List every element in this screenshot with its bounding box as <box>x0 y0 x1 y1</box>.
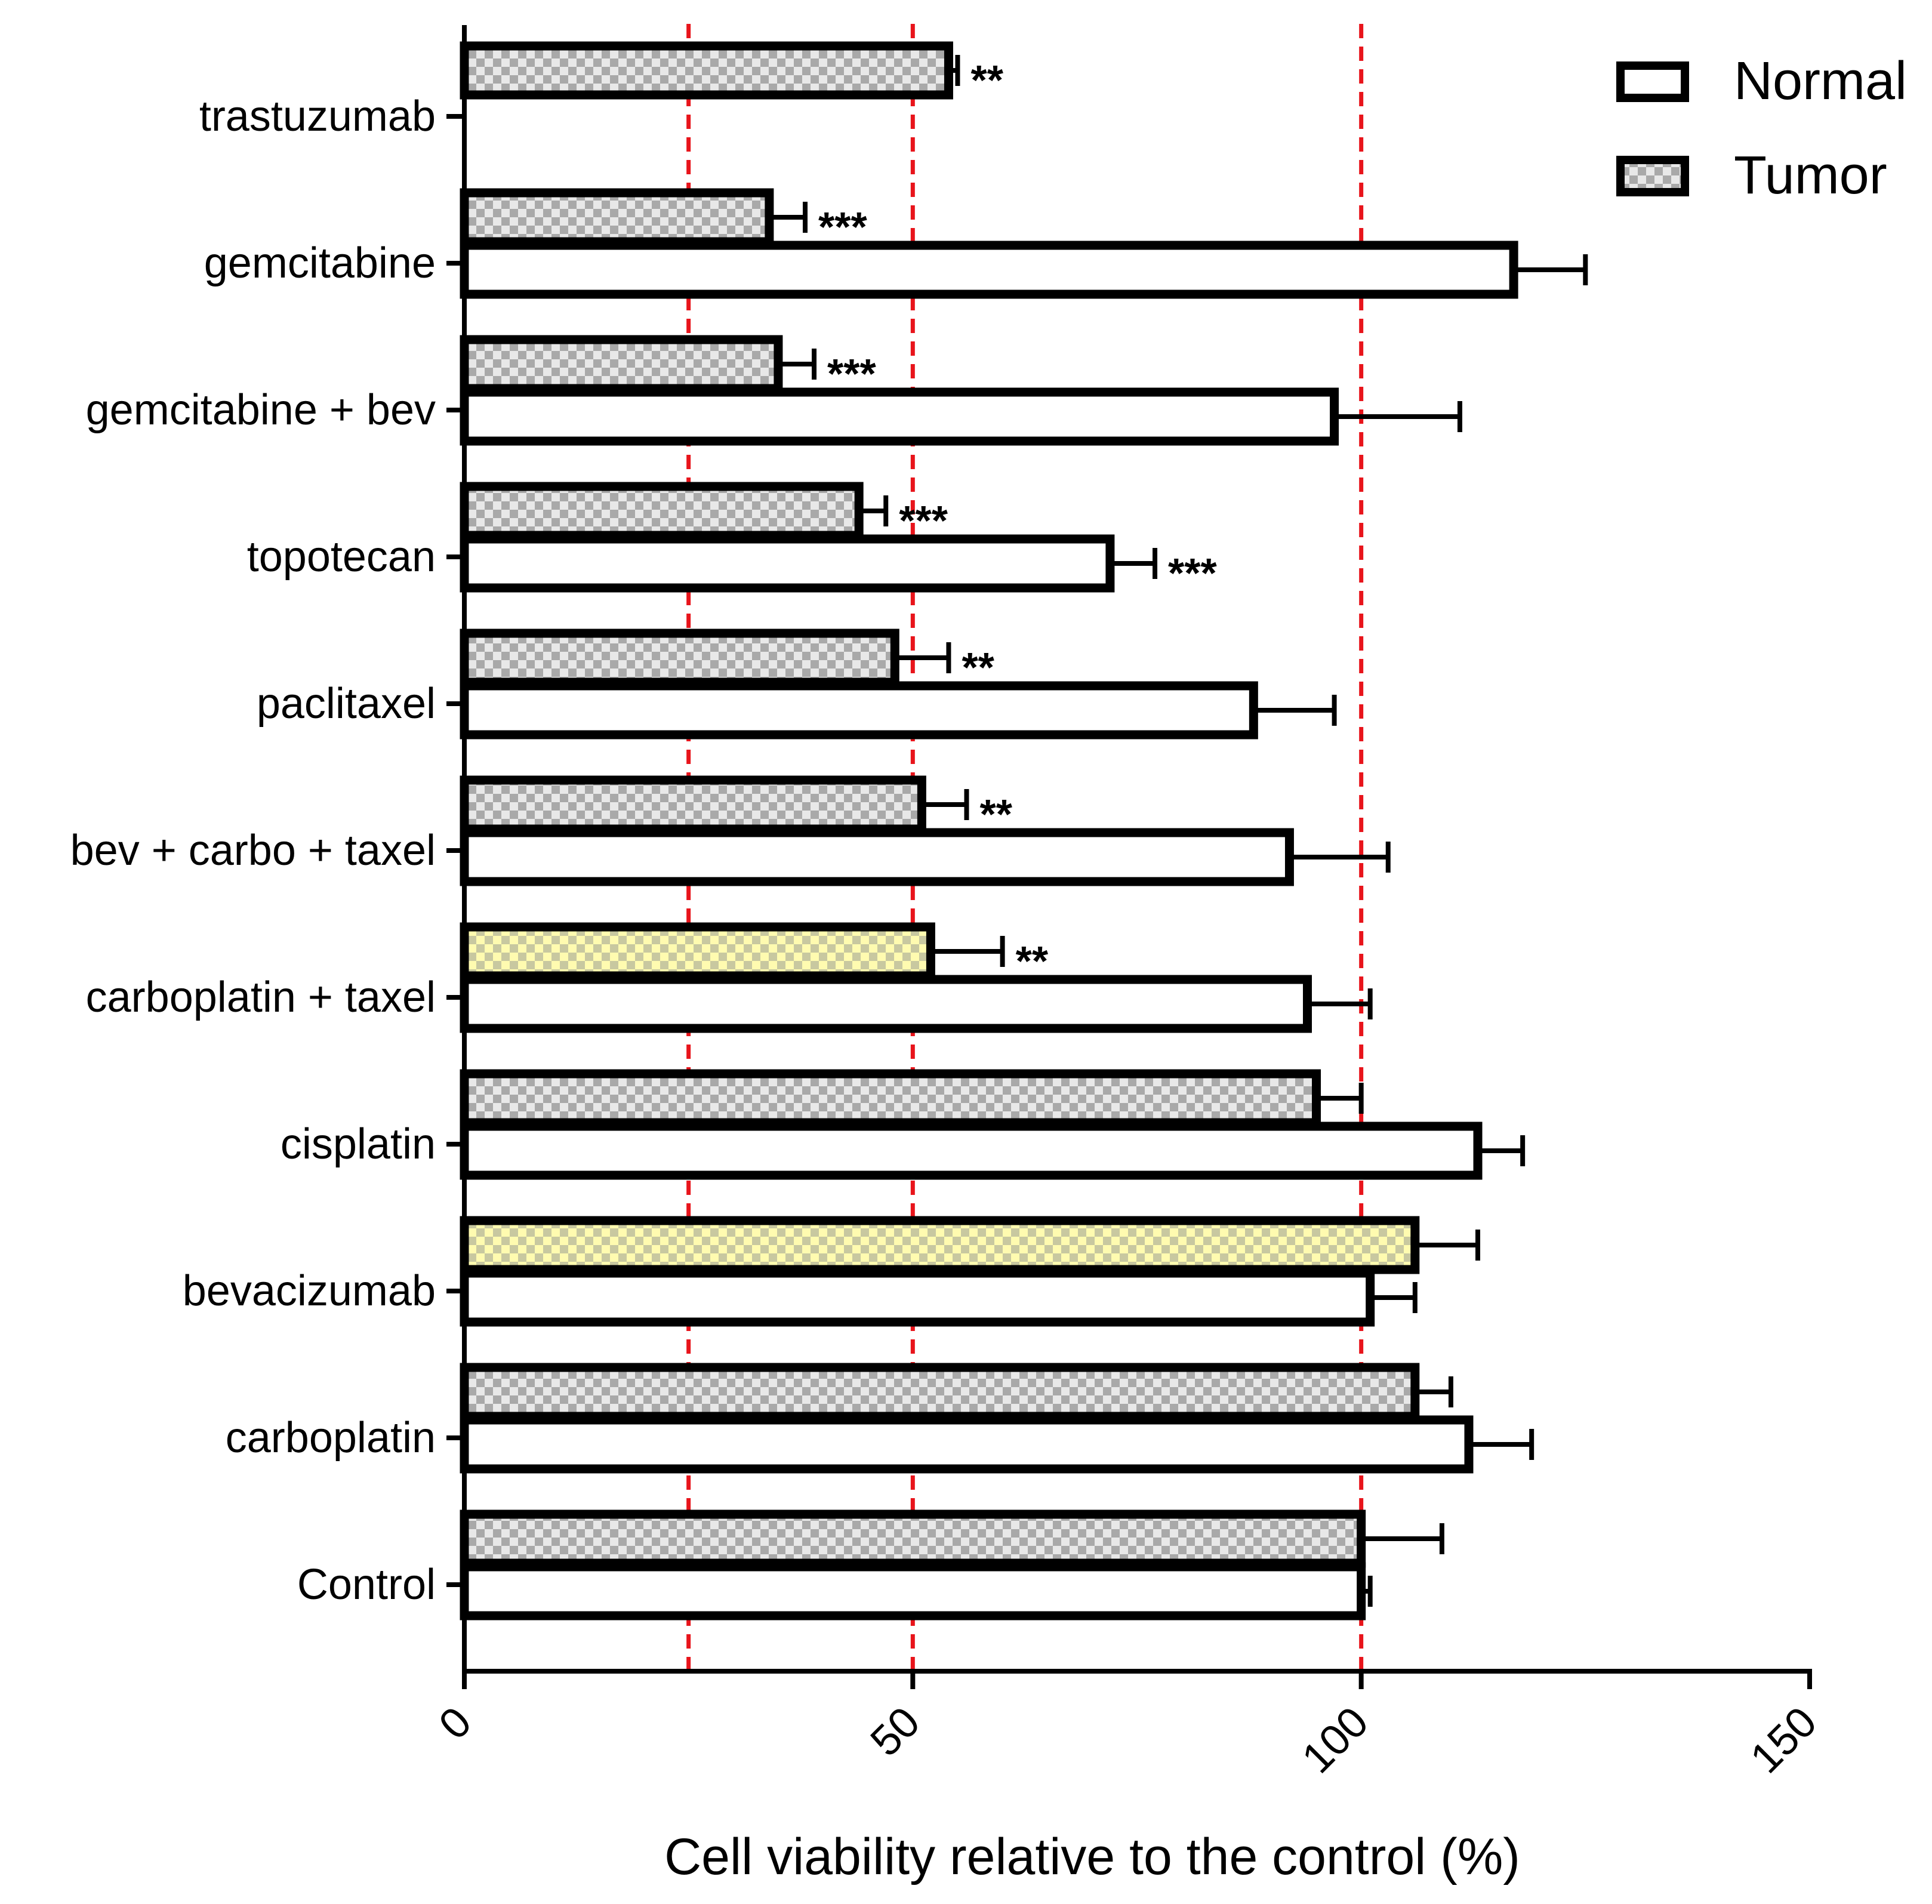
tumor-bev-carbo-taxel-bar <box>460 775 926 834</box>
normal-bevacizumab-bar <box>460 1268 1375 1327</box>
category-label-carboplatin-taxel: carboplatin + taxel <box>86 973 436 1021</box>
normal-topotecan-significance: *** <box>1168 550 1217 596</box>
x-tick-label-0: 0 <box>430 1698 480 1749</box>
bars: ******************** <box>460 41 1588 1620</box>
tumor-topotecan-bar <box>460 482 864 540</box>
normal-control-bar <box>460 1562 1366 1620</box>
legend-swatch-normal <box>1616 61 1689 102</box>
normal-bev-carbo-taxel-bar <box>460 828 1294 886</box>
category-label-bevacizumab: bevacizumab <box>183 1267 436 1315</box>
x-axis-title: Cell viability relative to the control (… <box>664 1828 1520 1885</box>
normal-carboplatin-taxel-bar <box>460 975 1312 1033</box>
category-label-gemcitabine: gemcitabine <box>204 239 436 287</box>
category-label-carboplatin: carboplatin <box>226 1414 436 1462</box>
tumor-gemcitabine-bev-bar <box>460 335 783 393</box>
tumor-trastuzumab-significance: ** <box>970 57 1003 103</box>
category-labels: trastuzumab gemcitabine gemcitabine + bev t… <box>70 93 464 1609</box>
tumor-carboplatin-taxel-bar <box>460 922 935 981</box>
legend-label-tumor: Tumor <box>1734 146 1887 205</box>
x-tick-label-150: 150 <box>1742 1698 1826 1783</box>
normal-gemcitabine-bev-bar <box>460 387 1339 446</box>
legend-label-normal: Normal <box>1734 51 1907 111</box>
category-label-trastuzumab: trastuzumab <box>199 93 436 140</box>
category-label-topotecan: topotecan <box>247 533 436 581</box>
x-tick-label-50: 50 <box>861 1698 929 1766</box>
category-label-control: Control <box>297 1561 436 1609</box>
tick-labels: 0 50 100 150 <box>430 1698 1826 1783</box>
category-label-gemcitabine-bev: gemcitabine + bev <box>86 386 436 434</box>
normal-paclitaxel-bar <box>460 681 1258 740</box>
tumor-paclitaxel-bar <box>460 628 899 687</box>
normal-cisplatin-bar <box>460 1122 1483 1180</box>
tumor-cisplatin-bar <box>460 1069 1321 1127</box>
normal-carboplatin-bar <box>460 1415 1474 1474</box>
category-label-paclitaxel: paclitaxel <box>257 680 436 728</box>
tumor-trastuzumab-bar <box>460 41 953 100</box>
legend-swatch-tumor <box>1616 156 1689 196</box>
legend: Normal Tumor <box>1616 51 1907 205</box>
x-tick-label-100: 100 <box>1293 1698 1378 1783</box>
normal-gemcitabine-bar <box>460 241 1518 299</box>
tumor-gemcitabine-bar <box>460 188 774 247</box>
tumor-bevacizumab-bar <box>460 1216 1420 1274</box>
tumor-carboplatin-bar <box>460 1363 1420 1421</box>
tumor-control-bar <box>460 1509 1366 1568</box>
category-label-bev-carbo-taxel: bev + carbo + taxel <box>70 827 436 874</box>
category-label-cisplatin: cisplatin <box>281 1120 436 1168</box>
normal-topotecan-bar <box>460 534 1115 593</box>
